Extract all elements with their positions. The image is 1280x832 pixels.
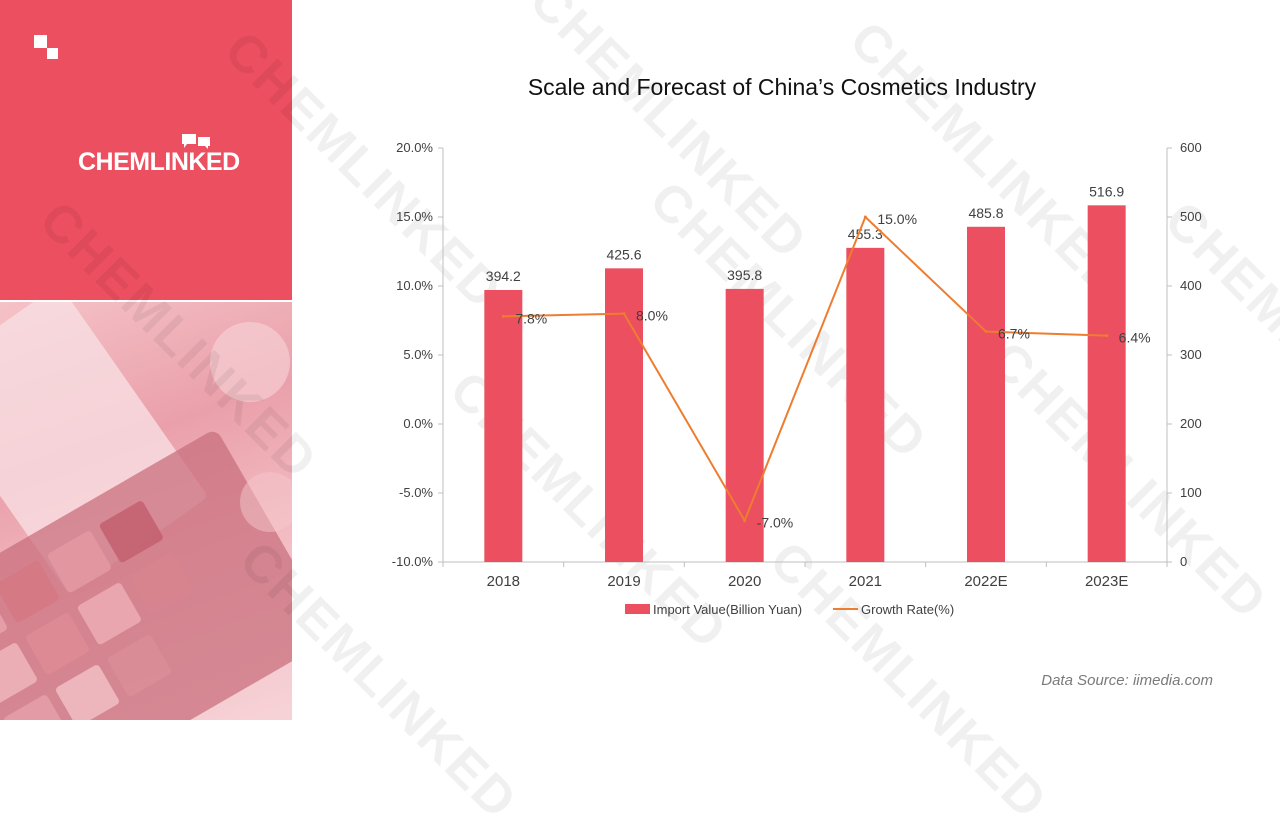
growth-rate-point xyxy=(984,330,988,334)
combo-chart: -10.0% -5.0% 0.0% 5.0% 10.0% 15.0% 20.0% 0 100 20… xyxy=(392,140,1202,617)
right-axis-tick-label: 0 xyxy=(1180,554,1187,569)
line-data-label: -7.0% xyxy=(757,515,794,531)
line-data-label: 15.0% xyxy=(877,211,917,227)
bar xyxy=(725,288,764,562)
x-axis-tick-label: 2023E xyxy=(1085,573,1128,590)
brand-panel: CHEMLINKED xyxy=(0,0,292,300)
right-axis-tick-label: 200 xyxy=(1180,416,1202,431)
line-data-label: 6.4% xyxy=(1119,330,1151,346)
x-axis-tick-label: 2018 xyxy=(487,573,520,590)
brand-name: CHEMLINKED xyxy=(78,148,240,176)
legend-bar-swatch xyxy=(625,604,650,614)
eyeshadow-palette-illustration xyxy=(0,302,292,720)
cosmetics-photo xyxy=(0,302,292,720)
growth-rate-point xyxy=(622,312,626,316)
x-axis-tick-label: 2021 xyxy=(849,573,882,590)
growth-rate-point xyxy=(743,519,747,523)
logo-mark-icon xyxy=(34,35,60,59)
bar xyxy=(1087,205,1126,563)
growth-rate-point xyxy=(863,215,867,219)
line-data-label: 7.8% xyxy=(515,310,547,326)
right-axis-tick-label: 500 xyxy=(1180,209,1202,224)
data-source: Data Source: iimedia.com xyxy=(1041,672,1213,689)
bar xyxy=(846,247,885,562)
bar xyxy=(484,290,523,562)
bar-data-label: 425.6 xyxy=(606,246,641,262)
left-axis-tick-label: 20.0% xyxy=(396,140,433,155)
left-axis-tick-label: 15.0% xyxy=(396,209,433,224)
bar-data-label: 516.9 xyxy=(1089,183,1124,199)
line-data-label: 8.0% xyxy=(636,308,668,324)
left-axis-tick-label: 10.0% xyxy=(396,278,433,293)
bar-data-label: 485.8 xyxy=(968,205,1003,221)
legend-bar-label: Import Value(Billion Yuan) xyxy=(653,602,802,617)
bar-data-label: 394.2 xyxy=(486,268,521,284)
legend-line-label: Growth Rate(%) xyxy=(861,602,954,617)
left-axis-tick-label: -10.0% xyxy=(392,554,434,569)
right-axis-tick-label: 300 xyxy=(1180,347,1202,362)
right-axis-tick-label: 600 xyxy=(1180,140,1202,155)
chat-bubble-icon xyxy=(182,134,210,149)
growth-rate-point xyxy=(1105,334,1109,338)
x-axis-tick-label: 2020 xyxy=(728,573,761,590)
growth-rate-point xyxy=(501,314,505,318)
bar xyxy=(967,226,1005,562)
chart-title: Scale and Forecast of China’s Cosmetics … xyxy=(527,74,1037,100)
growth-rate-line xyxy=(503,215,1107,523)
right-axis-tick-label: 400 xyxy=(1180,278,1202,293)
right-axis-tick-label: 100 xyxy=(1180,485,1202,500)
line-data-label: 6.7% xyxy=(998,326,1030,342)
bar-data-label: 395.8 xyxy=(727,267,762,283)
left-axis-tick-label: 0.0% xyxy=(403,416,433,431)
left-axis-tick-label: -5.0% xyxy=(399,485,433,500)
x-axis-tick-label: 2022E xyxy=(964,573,1007,590)
left-axis-tick-label: 5.0% xyxy=(403,347,433,362)
x-axis-tick-label: 2019 xyxy=(607,573,640,590)
bar xyxy=(605,268,643,562)
